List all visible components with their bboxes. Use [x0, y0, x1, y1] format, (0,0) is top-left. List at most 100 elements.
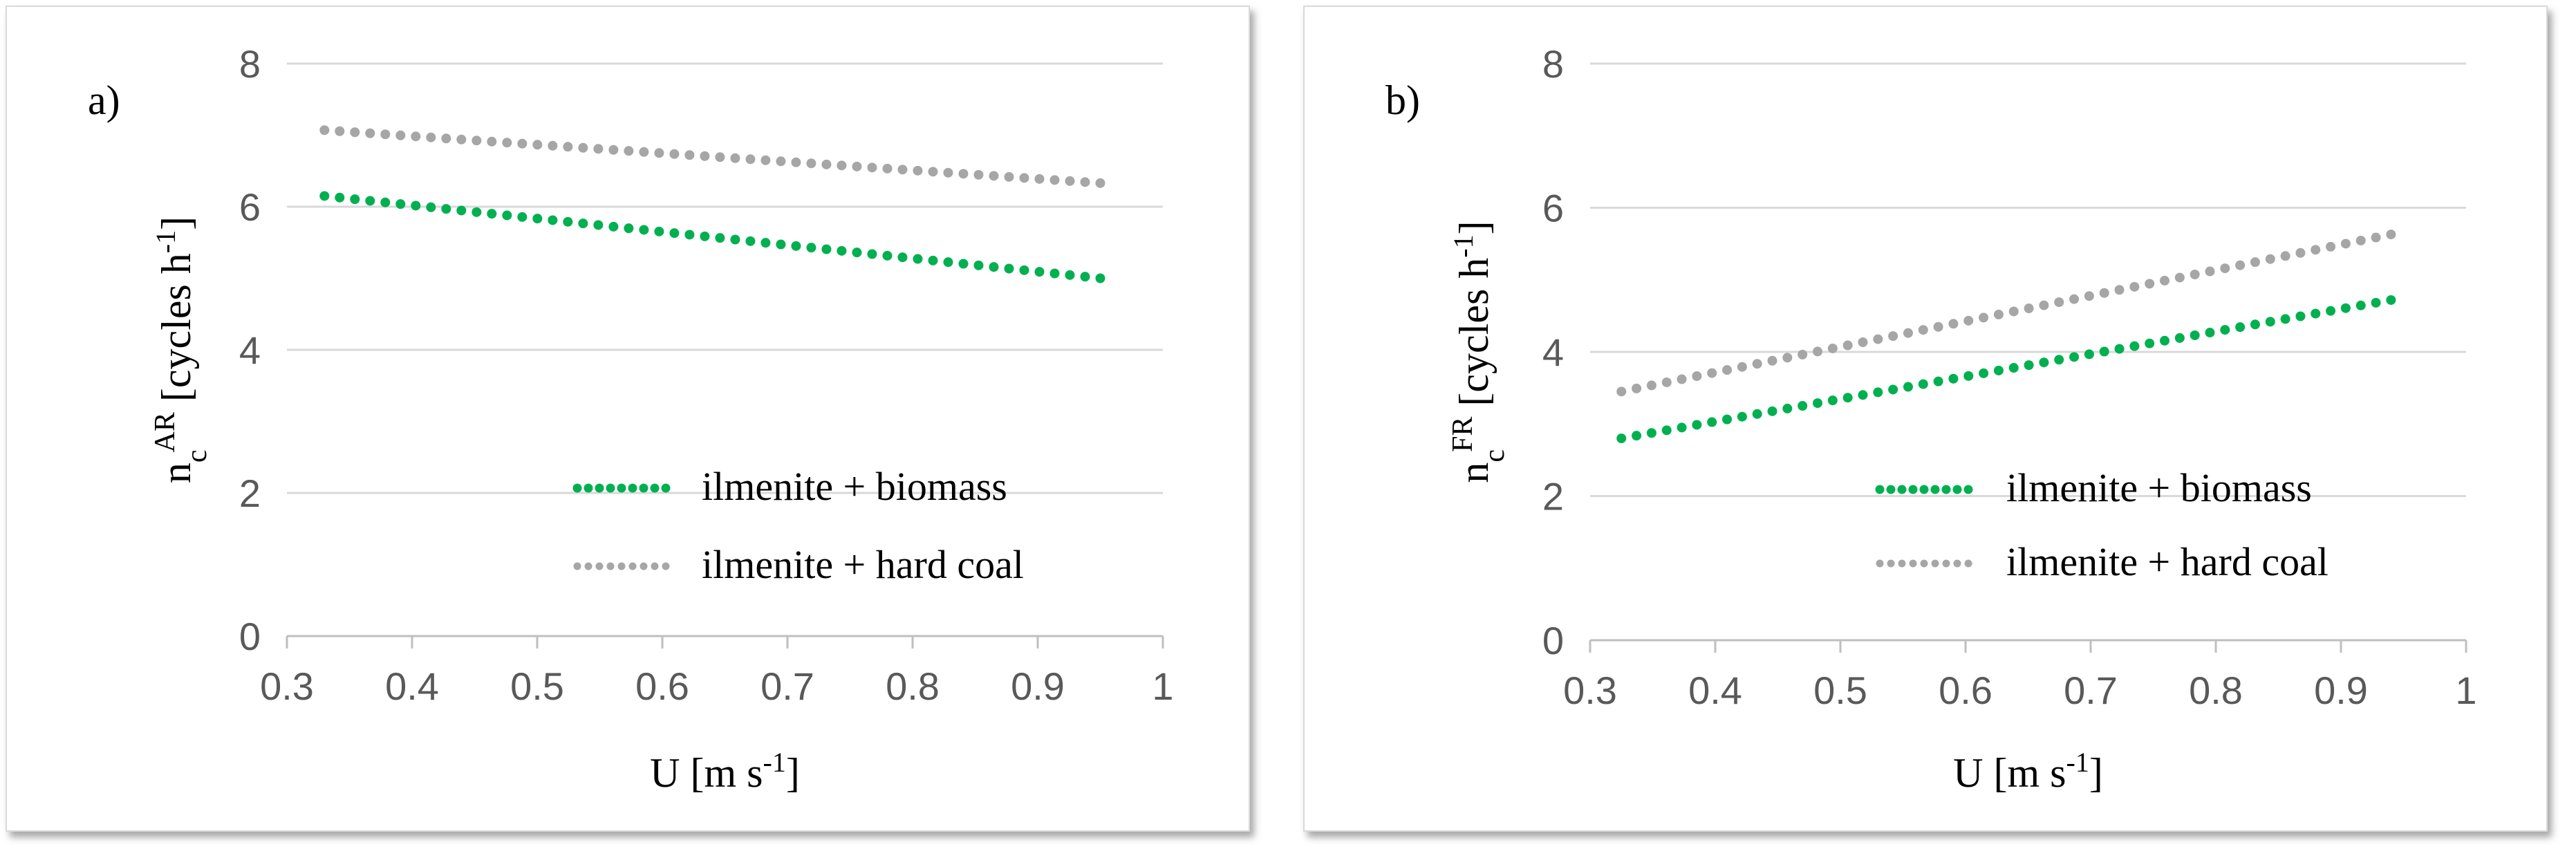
panel-label: b)	[1385, 77, 1420, 123]
data-point	[2295, 248, 2306, 258]
data-point	[897, 165, 908, 175]
data-point	[1979, 312, 1989, 323]
data-point	[2129, 341, 2140, 351]
legend-swatch-dot	[1952, 485, 1962, 494]
data-point	[2054, 355, 2064, 365]
data-point	[2160, 275, 2170, 286]
data-point	[2160, 335, 2170, 346]
data-point	[639, 147, 649, 157]
data-point	[867, 249, 877, 259]
data-point	[1873, 334, 1883, 344]
data-point	[548, 215, 558, 225]
legend-swatch-dot	[584, 562, 592, 570]
data-point	[1095, 273, 1105, 283]
legend-label: ilmenite + hard coal	[702, 542, 1024, 587]
data-point	[791, 241, 801, 251]
data-point	[2008, 363, 2019, 373]
data-point	[2280, 251, 2290, 261]
legend-swatch-dot	[628, 562, 637, 570]
data-point	[943, 167, 953, 178]
data-point	[319, 125, 330, 136]
data-point	[2174, 272, 2185, 283]
data-point	[1798, 401, 1808, 411]
data-point	[2099, 346, 2109, 357]
data-point	[760, 155, 771, 165]
data-point	[1095, 178, 1105, 188]
x-tick-label: 0.8	[886, 664, 940, 708]
data-point	[1933, 376, 1943, 386]
data-point	[1632, 383, 1642, 393]
data-point	[2220, 263, 2230, 274]
data-point	[973, 169, 984, 180]
data-point	[365, 196, 375, 206]
legend-swatch-dot	[1930, 485, 1940, 494]
x-tick-label: 0.3	[260, 664, 314, 708]
legend-swatch-dot	[639, 483, 648, 493]
data-point	[1004, 263, 1014, 274]
data-point	[973, 260, 984, 270]
data-point	[2250, 319, 2260, 330]
data-point	[472, 207, 482, 217]
data-point	[502, 138, 512, 148]
data-point	[1888, 331, 1898, 342]
legend-swatch-dot	[1897, 485, 1907, 494]
legend-entry: ilmenite + hard coal	[573, 542, 1024, 587]
data-point	[1065, 176, 1075, 186]
data-point	[319, 191, 330, 201]
data-point	[1858, 337, 1868, 348]
panel-a: 0.3 0.4 0.5 0.6 0.7 0.8 0.9 1 0 2 4 6 8 ilmenite + bi…	[6, 6, 1250, 832]
data-point	[1782, 353, 1793, 363]
data-point	[1661, 377, 1672, 387]
legend-swatch-dot	[628, 483, 637, 493]
data-point	[2190, 270, 2200, 280]
data-point	[2371, 232, 2381, 243]
data-point	[608, 221, 619, 232]
x-tick-label: 0.5	[1813, 669, 1867, 712]
data-point	[989, 171, 999, 181]
data-point	[2114, 285, 2125, 295]
y-tick-label: 2	[239, 472, 261, 515]
data-point	[1993, 309, 2004, 319]
legend-swatch-dot	[1876, 559, 1884, 568]
data-point	[426, 202, 436, 212]
data-point	[897, 252, 908, 263]
data-point	[806, 243, 816, 253]
legend-label: ilmenite + hard coal	[2006, 539, 2328, 584]
data-point	[913, 165, 923, 176]
data-point	[1767, 406, 1777, 416]
data-point	[532, 140, 543, 150]
data-point	[821, 159, 832, 169]
x-tick-label: 0.9	[2314, 669, 2368, 712]
data-point	[548, 140, 558, 151]
data-point	[806, 158, 816, 169]
legend-swatch-dot	[595, 483, 604, 493]
legend-swatch-dot	[1941, 485, 1951, 494]
data-point	[411, 131, 421, 142]
data-point	[1737, 411, 1747, 422]
data-point	[2084, 291, 2094, 301]
data-point	[1752, 409, 1762, 419]
legend-swatch-dot	[573, 562, 581, 570]
legend-swatch-dot	[1908, 485, 1918, 494]
legend-entry: ilmenite + biomass	[1875, 465, 2312, 510]
legend-swatch-dot	[606, 483, 615, 493]
data-point	[1979, 368, 1989, 378]
data-point	[1782, 403, 1793, 413]
x-tick-label: 1	[2455, 669, 2476, 712]
data-point	[730, 234, 740, 245]
legend-label: ilmenite + biomass	[2006, 465, 2312, 510]
data-point	[715, 233, 725, 243]
legend-swatch-dot	[572, 483, 582, 493]
data-point	[2371, 297, 2381, 308]
data-point	[380, 129, 391, 140]
x-tick-label: 1	[1152, 664, 1173, 708]
x-tick-label: 0.6	[1939, 669, 1992, 712]
data-point	[745, 236, 756, 246]
data-point	[350, 127, 360, 138]
y-tick-label: 0	[239, 615, 261, 658]
data-point	[1034, 267, 1045, 277]
legend-swatch-dot	[1886, 485, 1896, 494]
data-point	[350, 194, 360, 205]
data-point	[1707, 368, 1717, 378]
y-tick-label: 8	[1542, 42, 1564, 86]
